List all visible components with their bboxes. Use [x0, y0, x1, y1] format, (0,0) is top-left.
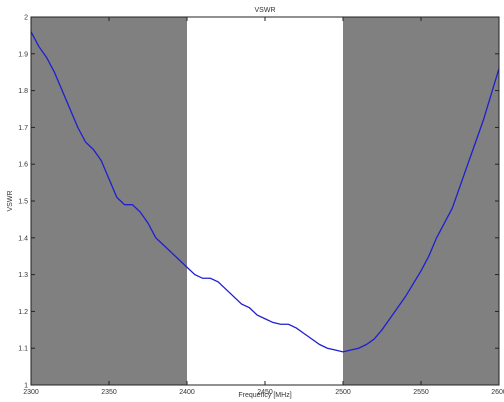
y-tick-label: 1.5 — [18, 199, 28, 206]
chart-title: VSWR — [255, 7, 276, 14]
y-tick-label: 1 — [24, 383, 28, 390]
x-ticks: 2300 2350 2400 2450 2500 2550 2600 — [23, 17, 504, 396]
y-tick-label: 1.8 — [18, 88, 28, 95]
x-tick-label: 2450 — [257, 389, 273, 396]
x-tick-label: 2350 — [101, 389, 117, 396]
y-ticks: 1 1.1 1.2 1.3 1.4 1.5 1.6 1.7 1.8 1.9 2 — [18, 15, 499, 390]
y-tick-label: 1.4 — [18, 235, 28, 242]
y-tick-label: 2 — [24, 15, 28, 22]
y-tick-label: 1.2 — [18, 309, 28, 316]
y-tick-label: 1.6 — [18, 162, 28, 169]
series-line-1 — [30, 31, 500, 353]
series-layer — [30, 31, 500, 353]
x-axis-label: Frequency [MHz] — [238, 392, 291, 399]
y-tick-label: 1.9 — [18, 51, 28, 58]
x-tick-label: 2600 — [491, 389, 504, 396]
x-tick-label: 2500 — [335, 389, 351, 396]
shaded-bands — [31, 17, 499, 385]
shaded-band-2 — [343, 17, 499, 385]
x-tick-label: 2300 — [23, 389, 39, 396]
x-tick-label: 2550 — [413, 389, 429, 396]
x-tick-label: 2400 — [179, 389, 195, 396]
y-tick-label: 1.1 — [18, 346, 28, 353]
y-axis-label: VSWR — [7, 191, 14, 212]
y-tick-label: 1.3 — [18, 272, 28, 279]
y-tick-label: 1.7 — [18, 125, 28, 132]
